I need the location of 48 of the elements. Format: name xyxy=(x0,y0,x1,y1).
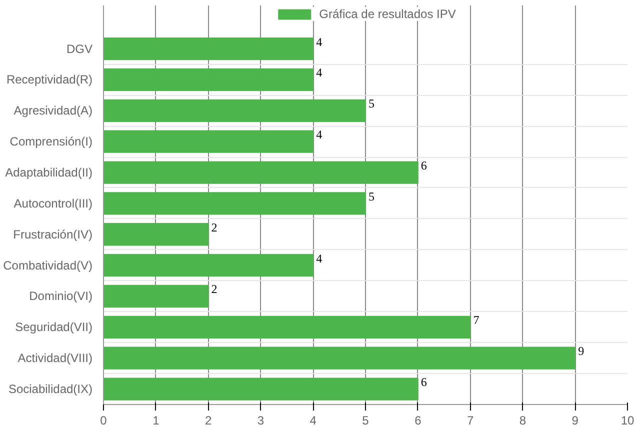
y-tick-label: Sociabilidad(IX) xyxy=(8,382,93,396)
data-label: 7 xyxy=(473,313,480,328)
bar xyxy=(104,37,314,60)
data-label: 4 xyxy=(316,66,322,80)
y-tick-label: Comprensión(I) xyxy=(10,134,93,149)
data-label: 5 xyxy=(368,189,374,204)
data-label: 9 xyxy=(578,344,584,358)
data-label: 2 xyxy=(211,220,218,234)
y-tick-label: Agresividad(A) xyxy=(14,104,93,118)
y-tick-label: Frustración(IV) xyxy=(13,227,93,242)
data-label: 6 xyxy=(420,158,427,173)
data-label: 2 xyxy=(211,282,218,296)
y-tick-label: Receptividad(R) xyxy=(6,72,93,87)
x-tick-label: 3 xyxy=(257,414,264,427)
data-label: 5 xyxy=(368,96,374,111)
x-tick-label: 7 xyxy=(466,414,474,427)
x-tick-label: 0 xyxy=(100,414,108,427)
x-tick-label: 4 xyxy=(310,414,317,427)
x-tick-label: 10 xyxy=(620,414,634,427)
bar xyxy=(104,130,314,153)
legend-label: Gráfica de resultados IPV xyxy=(319,7,456,21)
bar xyxy=(104,346,576,370)
y-tick-label: Seguridad(VII) xyxy=(15,320,93,334)
y-tick-label: Dominio(VI) xyxy=(29,289,93,304)
x-tick-label: 9 xyxy=(572,414,579,427)
bar xyxy=(104,254,314,277)
x-tick-label: 8 xyxy=(519,414,526,427)
data-label: 4 xyxy=(316,128,322,142)
x-tick-label: 1 xyxy=(152,414,160,427)
bar xyxy=(104,161,418,184)
y-tick-label: DGV xyxy=(66,42,93,56)
y-tick-label: Combatividad(V) xyxy=(3,258,93,272)
y-tick-label: Adaptabilidad(II) xyxy=(5,166,93,180)
bar xyxy=(104,68,314,92)
x-tick-label: 5 xyxy=(362,414,370,427)
data-label: 4 xyxy=(316,251,322,266)
bar xyxy=(104,284,209,308)
bar xyxy=(104,192,366,215)
bar xyxy=(104,223,209,246)
y-tick-label: Autocontrol(III) xyxy=(14,196,93,210)
x-tick-label: 6 xyxy=(414,414,422,427)
data-label: 6 xyxy=(420,375,427,390)
bar xyxy=(104,99,366,122)
bar xyxy=(104,378,418,400)
y-tick-label: Actividad(VIII) xyxy=(18,351,93,366)
data-label: 4 xyxy=(316,34,322,49)
bar xyxy=(104,316,471,338)
x-tick-label: 2 xyxy=(204,414,212,427)
